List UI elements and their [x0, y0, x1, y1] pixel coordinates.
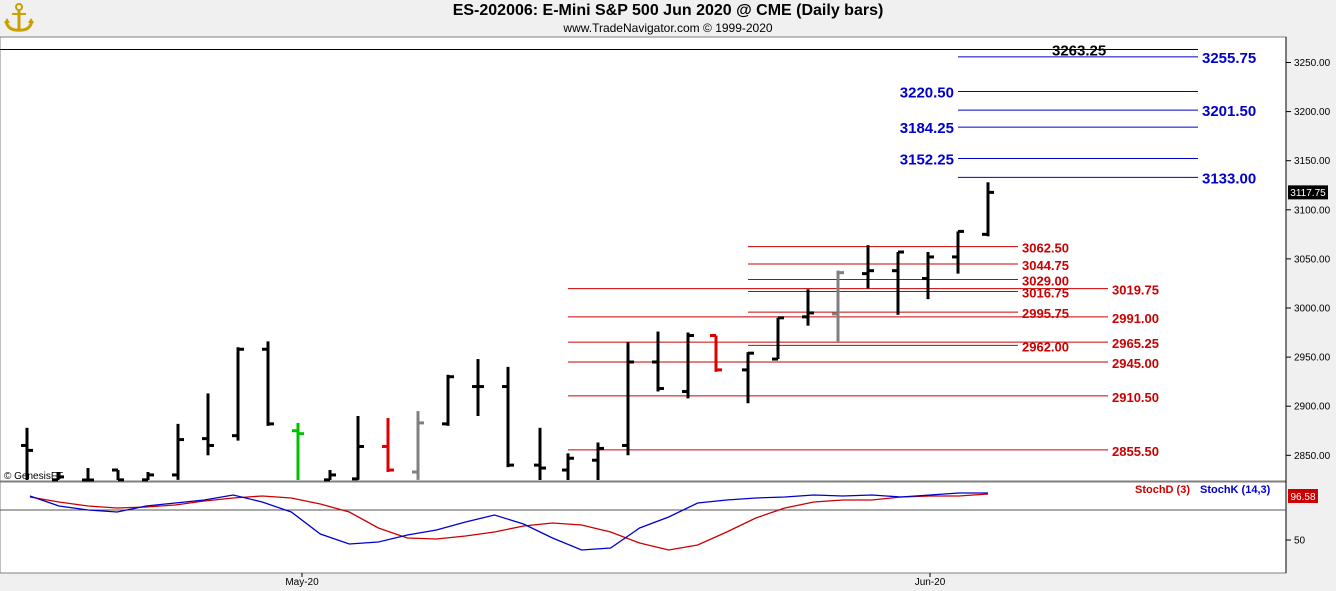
price-tick-label: 3250.00: [1294, 58, 1331, 69]
ohlc-bar: [952, 229, 964, 274]
level-label: 3133.00: [1202, 170, 1256, 187]
ohlc-bar: [682, 332, 694, 399]
ohlc-bar: [172, 423, 184, 480]
level-label: 3062.50: [1022, 241, 1069, 256]
stoch-line: [29, 493, 989, 551]
last-price-tag: 3117.75: [1290, 188, 1326, 199]
x-label-jun: Jun-20: [915, 577, 946, 588]
level-label: 2855.50: [1112, 444, 1159, 459]
ohlc-bar: [412, 411, 424, 480]
ohlc-bar: [802, 289, 814, 326]
last-price-tag-bg: [1288, 185, 1328, 200]
level-label: 3184.25: [900, 120, 954, 137]
price-tick-label: 2950.00: [1294, 353, 1331, 364]
level-label: 3255.75: [1202, 50, 1256, 67]
ohlc-bar: [742, 351, 754, 404]
watermark: © GenesisFT: [4, 471, 63, 482]
ohlc-bar: [262, 341, 274, 426]
level-label: 3029.00: [1022, 274, 1069, 289]
stochastic-panel: [0, 481, 1287, 574]
ohlc-bars: [21, 182, 994, 482]
stochastic-axis: 50: [1286, 536, 1306, 547]
stochk-legend: StochK (14,3): [1200, 484, 1271, 496]
ohlc-bar: [112, 468, 124, 482]
x-label-may: May-20: [285, 577, 319, 588]
ohlc-bar: [710, 333, 722, 372]
chart-header: ES-202006: E-Mini S&P 500 Jun 2020 @ CME…: [0, 0, 1336, 36]
ohlc-bar: [82, 468, 94, 482]
level-label: 2991.00: [1112, 311, 1159, 326]
ohlc-bar: [52, 471, 64, 482]
level-label: 3016.75: [1022, 286, 1069, 301]
ohlc-bar: [324, 470, 336, 482]
stoch-last-tag-bg: [1288, 489, 1318, 503]
level-label: 2910.50: [1112, 390, 1159, 405]
ohlc-bar: [502, 366, 514, 468]
ohlc-bar: [652, 331, 664, 392]
level-label: 3019.75: [1112, 283, 1159, 298]
level-label: 3220.50: [900, 84, 954, 101]
price-panel: [0, 36, 1287, 482]
level-label: 2945.00: [1112, 356, 1159, 371]
ohlc-bar: [982, 182, 994, 237]
chart-subtitle: www.TradeNavigator.com © 1999-2020: [563, 21, 773, 35]
level-label: 2995.75: [1022, 306, 1069, 321]
stoch-tick-label: 50: [1294, 536, 1306, 547]
level-label: 3263.25: [1052, 42, 1106, 59]
price-tick-label: 3150.00: [1294, 156, 1331, 167]
stochd-legend: StochD (3): [1135, 484, 1190, 496]
ohlc-bar: [352, 416, 364, 481]
ohlc-bar: [142, 471, 154, 482]
level-label: 2965.25: [1112, 336, 1159, 351]
ohlc-bar: [922, 252, 934, 300]
price-tick-label: 3100.00: [1294, 205, 1331, 216]
ohlc-bar: [622, 342, 634, 456]
ohlc-bar: [232, 347, 244, 441]
ohlc-bar: [832, 270, 844, 342]
price-tick-label: 3000.00: [1294, 304, 1331, 315]
ohlc-bar: [21, 427, 33, 480]
price-levels: 3263.25 3255.75 3220.50 3201.50 3184.25 3152.…: [0, 42, 1256, 459]
ohlc-bar: [592, 442, 604, 480]
ohlc-bar: [382, 417, 394, 472]
chart-title: ES-202006: E-Mini S&P 500 Jun 2020 @ CME…: [452, 2, 884, 19]
price-tick-label: 2900.00: [1294, 402, 1331, 413]
stoch-line: [29, 492, 988, 551]
ohlc-bar: [892, 250, 904, 315]
ohlc-bar: [562, 453, 574, 480]
stochastic-lines: [0, 492, 1286, 551]
ohlc-bar: [442, 374, 454, 426]
price-tick-label: 3050.00: [1294, 254, 1331, 265]
ohlc-bar: [472, 359, 484, 417]
anchor-logo-icon: [2, 2, 36, 39]
ohlc-bar: [292, 422, 304, 480]
level-label: 3152.25: [900, 151, 954, 168]
ohlc-bar: [202, 393, 214, 456]
ohlc-bar: [534, 427, 546, 480]
price-axis: 3250.00 3200.00 3150.00 3100.00 3050.00 3000.…: [1286, 58, 1331, 462]
level-label: 2962.00: [1022, 339, 1069, 354]
ohlc-bar: [862, 245, 874, 289]
level-label: 3201.50: [1202, 103, 1256, 120]
stoch-last-tag: 96.58: [1290, 492, 1315, 503]
price-tick-label: 2850.00: [1294, 451, 1331, 462]
ohlc-bar: [772, 316, 784, 361]
level-label: 3044.75: [1022, 258, 1069, 273]
price-tick-label: 3200.00: [1294, 107, 1331, 118]
